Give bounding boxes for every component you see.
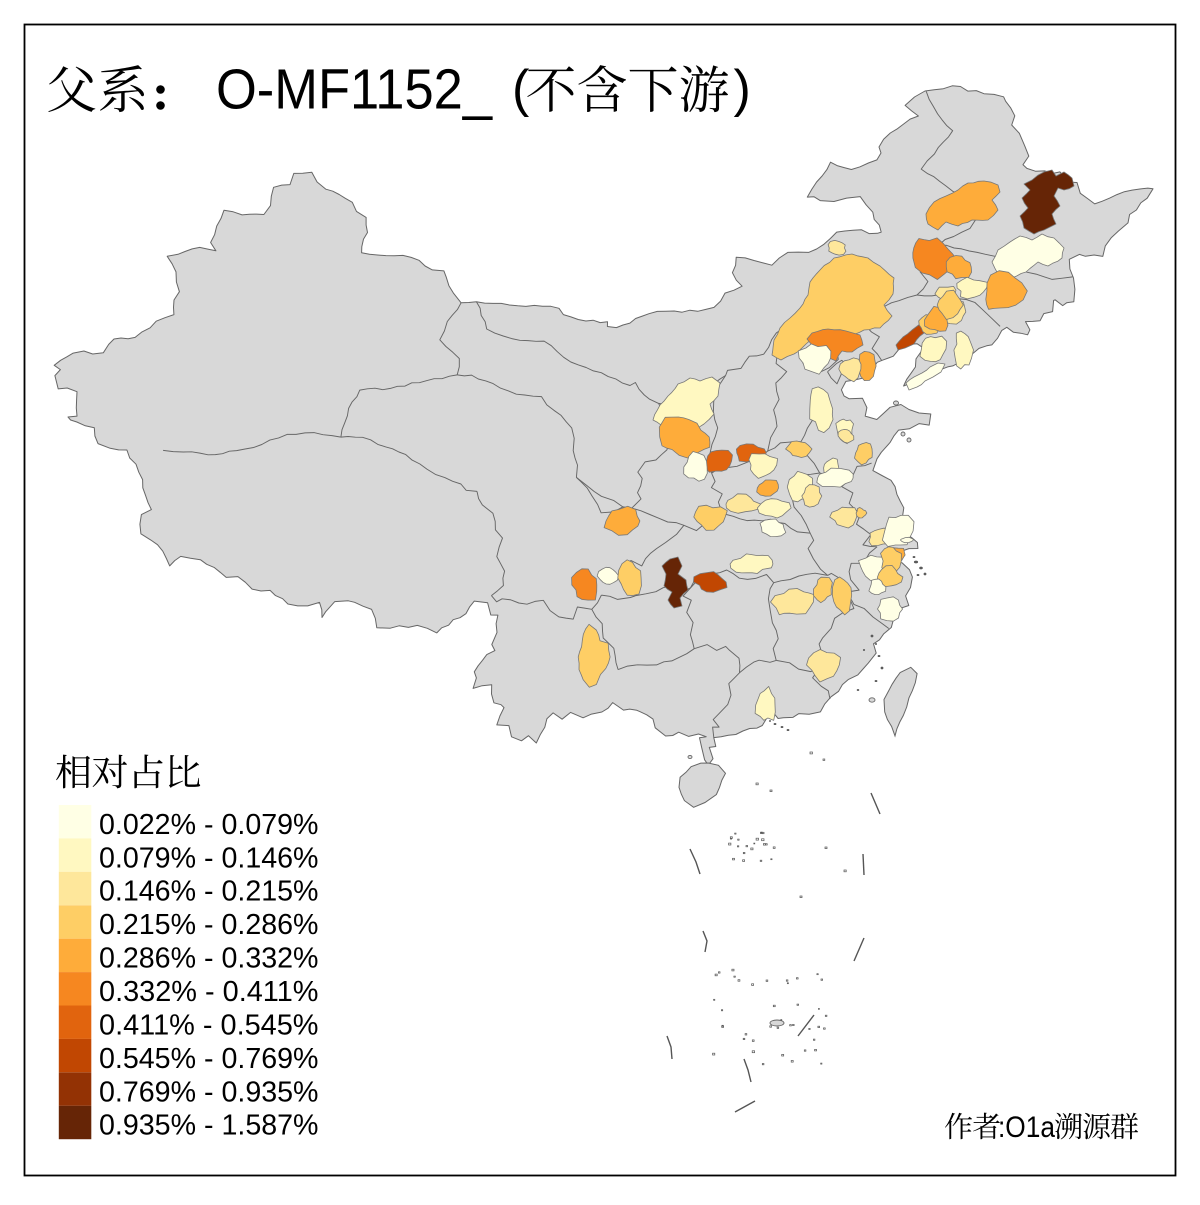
- svg-text:(: (: [512, 60, 530, 118]
- svg-text:0.545% - 0.769%: 0.545% - 0.769%: [99, 1043, 319, 1075]
- svg-text:0.022% - 0.079%: 0.022% - 0.079%: [99, 809, 319, 841]
- svg-text:0.332% - 0.411%: 0.332% - 0.411%: [99, 976, 319, 1008]
- svg-text:): ): [734, 60, 751, 118]
- svg-text::O1a: :O1a: [998, 1111, 1055, 1144]
- svg-text:0.146% - 0.215%: 0.146% - 0.215%: [99, 876, 319, 908]
- svg-text:0.215% - 0.286%: 0.215% - 0.286%: [99, 909, 319, 941]
- svg-text:0.411% - 0.545%: 0.411% - 0.545%: [99, 1009, 319, 1041]
- svg-text:0.286% - 0.332%: 0.286% - 0.332%: [99, 943, 319, 975]
- svg-text:0.769% - 0.935%: 0.769% - 0.935%: [99, 1076, 319, 1108]
- svg-text:0.935% - 1.587%: 0.935% - 1.587%: [99, 1110, 319, 1142]
- svg-text:O-MF1152_: O-MF1152_: [216, 58, 493, 122]
- svg-text:0.079% - 0.146%: 0.079% - 0.146%: [99, 842, 319, 874]
